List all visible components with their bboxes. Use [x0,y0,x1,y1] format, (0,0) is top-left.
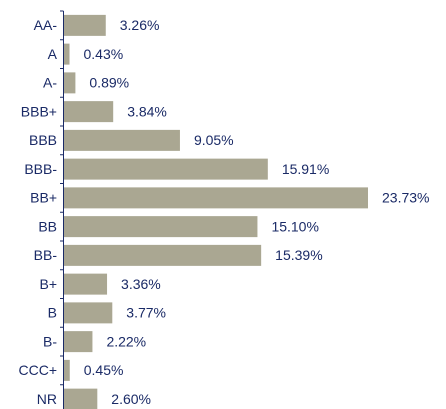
bar [64,273,108,295]
y-tick-label: BB [38,218,57,234]
bar [64,158,268,180]
bar [64,101,114,123]
y-tick-label: AA- [34,17,58,33]
y-tick-label: A [48,46,58,62]
bar [64,129,180,151]
value-label: 15.91% [282,161,329,177]
value-label: 0.43% [84,46,124,62]
value-label: 9.05% [194,132,234,148]
value-label: 3.84% [127,103,167,119]
y-tick-label: BB+ [30,190,57,206]
value-label: 23.73% [382,190,429,206]
bar [64,72,76,94]
value-label: 15.10% [271,218,318,234]
y-tick-label: B- [43,333,57,349]
bar [64,359,70,381]
y-tick-label: CCC+ [18,362,57,378]
value-label: 3.77% [126,305,166,321]
y-tick-label: BBB+ [21,103,57,119]
bar [64,43,70,65]
y-tick-label: BBB [29,132,57,148]
y-tick-label: BBB- [24,161,57,177]
y-tick-label: A- [43,75,57,91]
y-tick-label: B [48,305,57,321]
bar [64,14,106,36]
value-label: 0.89% [89,75,129,91]
bar [64,302,113,324]
bar [64,244,262,266]
value-label: 3.36% [121,276,161,292]
value-label: 3.26% [120,17,160,33]
value-label: 2.22% [106,333,146,349]
value-label: 15.39% [275,247,322,263]
y-tick-label: NR [37,391,57,407]
value-label: 0.45% [84,362,124,378]
bar [64,187,368,209]
bar [64,388,98,409]
bar [64,331,93,353]
y-tick-label: B+ [39,276,57,292]
y-tick-label: BB- [34,247,58,263]
value-label: 2.60% [111,391,151,407]
bar [64,216,258,238]
